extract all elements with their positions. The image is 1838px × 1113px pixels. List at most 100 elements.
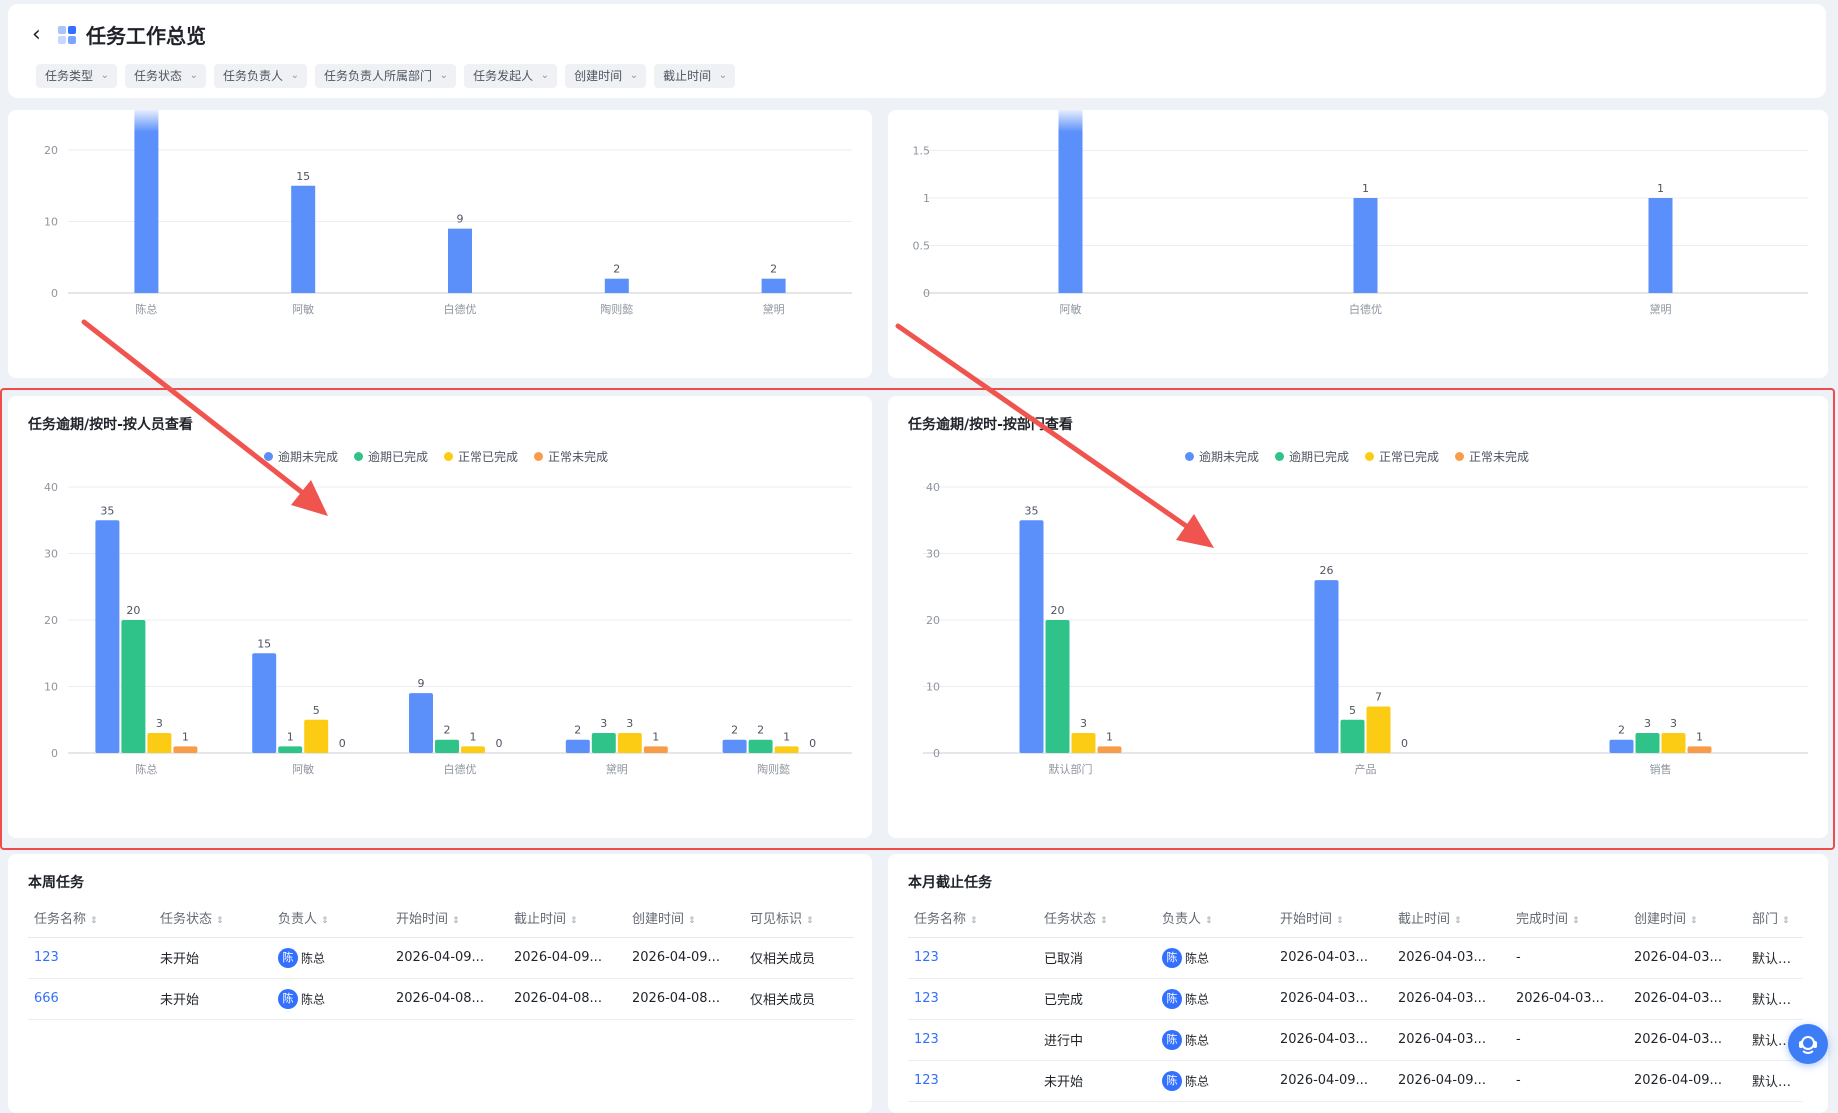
bar[interactable] [1019, 520, 1044, 753]
owner-cell: 陈陈总 [1156, 1019, 1274, 1061]
column-header[interactable]: 创建时间 ⇕ [1628, 899, 1746, 938]
bar[interactable] [604, 278, 629, 293]
bar[interactable] [1687, 746, 1712, 753]
bar[interactable] [1058, 110, 1083, 293]
bar[interactable] [761, 278, 786, 293]
sort-icon[interactable]: ⇕ [216, 916, 224, 927]
task-name-link[interactable]: 123 [908, 937, 1038, 979]
bar[interactable] [643, 746, 668, 753]
task-name-link[interactable]: 123 [908, 978, 1038, 1020]
filter-dropdown[interactable]: 任务负责人所属部门 ⌄ [315, 64, 457, 88]
bar[interactable] [617, 733, 642, 753]
bar[interactable] [304, 719, 329, 753]
bar[interactable] [1071, 733, 1096, 753]
legend-item[interactable]: 正常已完成 [444, 448, 518, 465]
bar[interactable] [147, 733, 172, 753]
table-row[interactable]: 123 进行中陈陈总 2026-04-03... 2026-04-03... -2026… [908, 1019, 1803, 1061]
bar[interactable] [1366, 706, 1391, 753]
column-header[interactable]: 任务名称 ⇕ [28, 899, 154, 938]
table-row[interactable]: 123 已取消陈陈总 2026-04-03... 2026-04-03... -2026… [908, 937, 1803, 979]
column-header[interactable]: 截止时间 ⇕ [1392, 899, 1510, 938]
legend-item[interactable]: 逾期已完成 [1275, 448, 1349, 465]
filter-dropdown[interactable]: 任务状态 ⌄ [125, 64, 207, 88]
task-name-link[interactable]: 123 [908, 1019, 1038, 1061]
bar[interactable] [1635, 733, 1660, 753]
sort-icon[interactable]: ⇕ [1454, 916, 1462, 927]
filter-dropdown[interactable]: 任务类型 ⌄ [36, 64, 118, 88]
bar[interactable] [1648, 198, 1673, 293]
column-header[interactable]: 部门 ⇕ [1746, 899, 1803, 938]
bar-value-label: 0 [496, 737, 503, 750]
column-header[interactable]: 可见标识 ⇕ [744, 899, 854, 938]
bar[interactable] [1314, 580, 1339, 753]
column-header[interactable]: 任务名称 ⇕ [908, 899, 1038, 938]
table-row[interactable]: 123 未开始陈陈总 2026-04-09... 2026-04-09... -2026… [908, 1060, 1803, 1102]
assistant-float-button[interactable] [1788, 1024, 1828, 1064]
bar[interactable] [409, 693, 433, 753]
sort-icon[interactable]: ⇕ [570, 916, 578, 927]
bar[interactable] [278, 746, 303, 753]
bar[interactable] [435, 739, 459, 753]
column-header[interactable]: 开始时间 ⇕ [390, 899, 508, 938]
filter-dropdown[interactable]: 截止时间 ⌄ [654, 64, 736, 88]
sort-icon[interactable]: ⇕ [1782, 916, 1790, 927]
bar[interactable] [173, 746, 198, 753]
sort-icon[interactable]: ⇕ [1572, 916, 1580, 927]
table-row[interactable]: 666 未开始陈陈总 2026-04-08... 2026-04-08... 2026-… [28, 978, 854, 1020]
bar[interactable] [461, 746, 485, 753]
column-header[interactable]: 创建时间 ⇕ [626, 899, 744, 938]
back-arrow-icon[interactable]: ‹ [32, 22, 41, 47]
bar[interactable] [1045, 620, 1070, 753]
bar[interactable] [95, 520, 120, 753]
sort-icon[interactable]: ⇕ [452, 916, 460, 927]
column-header[interactable]: 负责人 ⇕ [272, 899, 390, 938]
sort-icon[interactable]: ⇕ [90, 916, 98, 927]
column-header[interactable]: 完成时间 ⇕ [1510, 899, 1628, 938]
sort-icon[interactable]: ⇕ [1336, 916, 1344, 927]
bar[interactable] [1609, 739, 1634, 753]
bar[interactable] [121, 620, 146, 753]
column-header[interactable]: 截止时间 ⇕ [508, 899, 626, 938]
bar[interactable] [448, 228, 472, 293]
bar[interactable] [565, 739, 590, 753]
legend-item[interactable]: 正常未完成 [1455, 448, 1529, 465]
weekly-tasks-table: 任务名称 ⇕ 任务状态 ⇕ 负责人 ⇕ 开始时间 ⇕ 截止时间 ⇕ 创建时间 ⇕ 可见标识 ⇕ 123 未开… [28, 899, 854, 1020]
task-name-link[interactable]: 123 [908, 1060, 1038, 1102]
table-row[interactable]: 123 未开始陈陈总 2026-04-09... 2026-04-09... 2026-… [28, 937, 854, 979]
legend-item[interactable]: 逾期已完成 [354, 448, 428, 465]
bar[interactable] [591, 733, 616, 753]
sort-icon[interactable]: ⇕ [321, 916, 329, 927]
bar-value-label: 35 [100, 504, 114, 517]
bar[interactable] [291, 185, 316, 293]
bar[interactable] [134, 110, 159, 293]
bar[interactable] [1353, 198, 1378, 293]
bar[interactable] [722, 739, 747, 753]
bar[interactable] [1097, 746, 1122, 753]
column-header[interactable]: 任务状态 ⇕ [154, 899, 272, 938]
sort-icon[interactable]: ⇕ [806, 916, 814, 927]
sort-icon[interactable]: ⇕ [1100, 916, 1108, 927]
legend-item[interactable]: 正常已完成 [1365, 448, 1439, 465]
task-name-link[interactable]: 666 [28, 978, 154, 1020]
bar[interactable] [1340, 719, 1365, 753]
legend-item[interactable]: 正常未完成 [534, 448, 608, 465]
sort-icon[interactable]: ⇕ [970, 916, 978, 927]
column-header[interactable]: 负责人 ⇕ [1156, 899, 1274, 938]
sort-icon[interactable]: ⇕ [1690, 916, 1698, 927]
bar[interactable] [774, 746, 799, 753]
filter-dropdown[interactable]: 任务负责人 ⌄ [214, 64, 308, 88]
column-header[interactable]: 开始时间 ⇕ [1274, 899, 1392, 938]
column-header[interactable]: 任务状态 ⇕ [1038, 899, 1156, 938]
filter-dropdown[interactable]: 任务发起人 ⌄ [464, 64, 558, 88]
bar[interactable] [252, 653, 277, 753]
legend-label: 逾期已完成 [1289, 450, 1350, 464]
filter-dropdown[interactable]: 创建时间 ⌄ [565, 64, 647, 88]
task-name-link[interactable]: 123 [28, 937, 154, 979]
sort-icon[interactable]: ⇕ [688, 916, 696, 927]
table-row[interactable]: 123 已完成陈陈总 2026-04-03... 2026-04-03... 2026-… [908, 978, 1803, 1020]
y-tick-label: 0 [933, 747, 940, 760]
sort-icon[interactable]: ⇕ [1205, 916, 1213, 927]
bar[interactable] [1661, 733, 1686, 753]
x-tick-label: 阿敏 [292, 302, 314, 316]
bar[interactable] [748, 739, 773, 753]
